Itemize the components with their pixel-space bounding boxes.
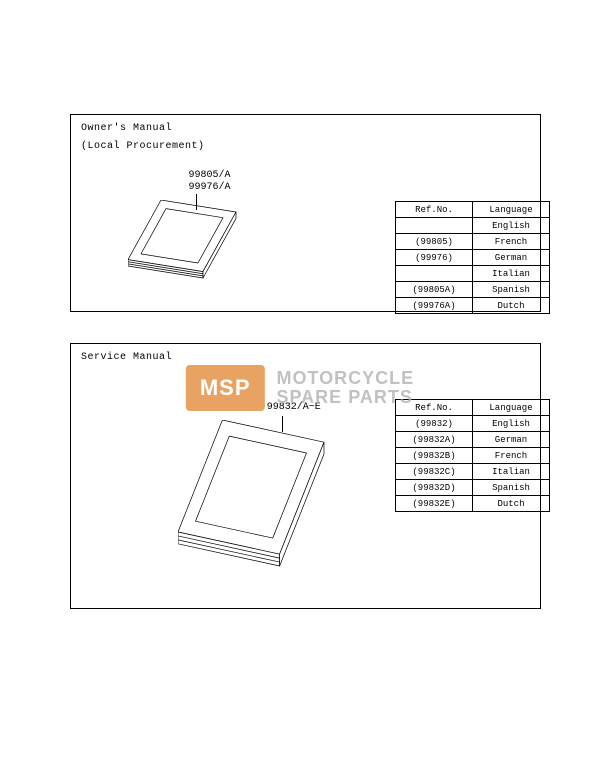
panel2-title-1: Service Manual xyxy=(81,352,172,363)
watermark-badge: MSP xyxy=(186,365,265,411)
table-cell: English xyxy=(473,416,550,432)
table-cell: (99832A) xyxy=(396,432,473,448)
table-header-cell: Ref.No. xyxy=(396,202,473,218)
table-cell: (99976) xyxy=(396,250,473,266)
table-cell: Dutch xyxy=(473,298,550,314)
leader-line-2 xyxy=(282,416,283,432)
table-cell: French xyxy=(473,234,550,250)
watermark-text: MOTORCYCLE SPARE PARTS xyxy=(277,369,415,407)
table-cell: German xyxy=(473,250,550,266)
callout1-line2: 99976/A xyxy=(189,182,231,193)
table-cell: (99805) xyxy=(396,234,473,250)
table-cell: (99832E) xyxy=(396,496,473,512)
watermark-line1: MOTORCYCLE xyxy=(277,368,415,388)
table-cell: German xyxy=(473,432,550,448)
panel1-title-1: Owner's Manual xyxy=(81,123,172,134)
table-header-cell: Language xyxy=(473,400,550,416)
table-cell: (99805A) xyxy=(396,282,473,298)
table-cell: Italian xyxy=(473,266,550,282)
table-cell: French xyxy=(473,448,550,464)
table-cell: Dutch xyxy=(473,496,550,512)
callout1-line1: 99805/A xyxy=(189,170,231,181)
table-cell: (99832) xyxy=(396,416,473,432)
table-cell: Italian xyxy=(473,464,550,480)
table-cell xyxy=(396,218,473,234)
table-cell: (99976A) xyxy=(396,298,473,314)
watermark-line2: SPARE PARTS xyxy=(277,387,413,407)
table-cell: (99832D) xyxy=(396,480,473,496)
diagram-canvas: Owner's Manual (Local Procurement) 99805… xyxy=(0,0,600,775)
service-manual-book-icon xyxy=(178,420,326,568)
table-cell: Spanish xyxy=(473,480,550,496)
table-header-cell: Language xyxy=(473,202,550,218)
table-cell: (99832C) xyxy=(396,464,473,480)
table-cell: English xyxy=(473,218,550,234)
leader-line-1 xyxy=(196,194,197,210)
panel1-title-2: (Local Procurement) xyxy=(81,141,205,152)
service-manual-ref-table: Ref.No.Language(99832)English(99832A)Ger… xyxy=(395,399,550,512)
owners-manual-ref-table: Ref.No.LanguageEnglish(99805)French(9997… xyxy=(395,201,550,314)
table-cell: (99832B) xyxy=(396,448,473,464)
owners-manual-book-icon xyxy=(128,200,238,280)
table-cell xyxy=(396,266,473,282)
callout-owners-manual-ref: 99805/A 99976/A xyxy=(189,170,231,194)
watermark: MSP MOTORCYCLE SPARE PARTS xyxy=(186,365,414,411)
table-cell: Spanish xyxy=(473,282,550,298)
